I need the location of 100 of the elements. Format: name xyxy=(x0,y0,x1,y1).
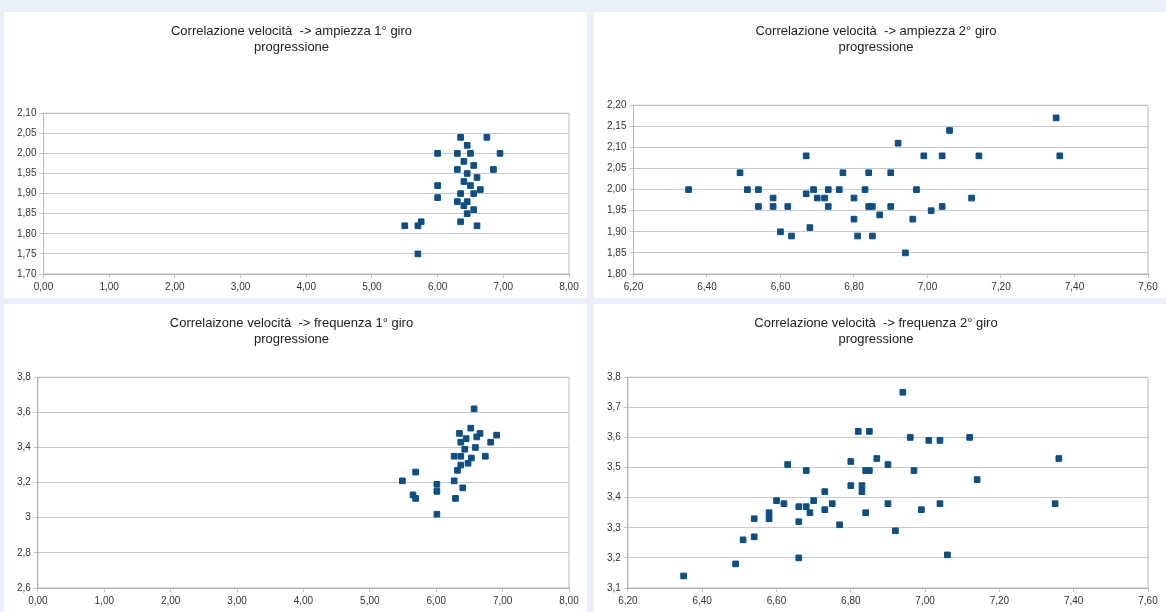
x-tick-label: 7,20 xyxy=(991,280,1012,292)
point xyxy=(493,431,500,439)
x-tick-label: 5,00 xyxy=(362,280,383,292)
point xyxy=(450,452,458,460)
point xyxy=(482,452,489,460)
x-tick-label: 6,20 xyxy=(618,594,639,606)
point xyxy=(765,509,773,517)
point xyxy=(884,500,892,508)
x-tick-label: 6,60 xyxy=(770,280,791,292)
x-tick-label: 6,40 xyxy=(692,594,713,606)
point xyxy=(459,484,467,492)
x-tick-label: 6,00 xyxy=(427,280,448,292)
point xyxy=(966,434,974,441)
point xyxy=(968,194,975,202)
point xyxy=(457,461,465,469)
point xyxy=(470,162,478,169)
y-tick-label: 2,20 xyxy=(606,98,627,110)
y-tick-label: 3,4 xyxy=(607,491,622,503)
point xyxy=(910,467,918,474)
point xyxy=(456,430,463,437)
x-tick-label: 5,00 xyxy=(360,594,381,606)
y-tick-label: 1,90 xyxy=(606,225,627,237)
point xyxy=(401,222,409,230)
y-tick-label: 2,15 xyxy=(606,120,627,132)
point xyxy=(412,468,419,476)
point xyxy=(777,228,784,236)
y-tick-label: 3,6 xyxy=(607,431,622,443)
point xyxy=(496,150,504,157)
x-tick-label: 2,00 xyxy=(160,594,181,606)
point xyxy=(821,506,829,514)
y-tick-label: 3 xyxy=(25,511,32,523)
point xyxy=(810,186,817,193)
point xyxy=(802,152,810,160)
point xyxy=(795,554,803,562)
y-tick-label: 3,6 xyxy=(17,406,32,418)
y-tick-label: 3,8 xyxy=(17,370,32,382)
point xyxy=(460,202,468,209)
x-tick-label: 8,00 xyxy=(559,280,580,292)
point xyxy=(887,169,895,177)
y-tick-label: 3,8 xyxy=(607,370,622,382)
y-tick-label: 3,2 xyxy=(17,476,32,488)
point xyxy=(460,178,468,185)
point xyxy=(836,521,843,529)
point xyxy=(452,495,459,502)
point xyxy=(462,435,470,443)
point xyxy=(784,203,792,210)
point xyxy=(824,186,832,193)
point xyxy=(899,388,907,396)
point xyxy=(457,438,465,446)
point xyxy=(769,203,777,210)
point xyxy=(839,169,847,177)
point xyxy=(920,152,928,160)
point xyxy=(866,428,873,435)
point xyxy=(457,190,464,197)
point xyxy=(780,500,788,508)
x-tick-label: 1,00 xyxy=(99,280,120,292)
point xyxy=(473,222,481,230)
point xyxy=(918,506,925,514)
x-tick-label: 6,00 xyxy=(426,594,447,606)
x-tick-label: 7,60 xyxy=(1138,280,1159,292)
point xyxy=(434,194,441,201)
point xyxy=(938,152,946,160)
y-tick-label: 2,00 xyxy=(606,183,627,195)
x-tick-label: 6,80 xyxy=(844,280,865,292)
point xyxy=(472,444,479,451)
x-tick-label: 7,00 xyxy=(917,280,938,292)
point xyxy=(944,551,951,559)
point xyxy=(973,476,981,483)
y-tick-label: 2,00 xyxy=(16,147,37,159)
point xyxy=(909,215,917,223)
point xyxy=(906,434,914,441)
x-tick-label: 7,40 xyxy=(1064,280,1085,292)
y-tick-label: 3,3 xyxy=(607,521,622,533)
point xyxy=(750,533,758,541)
y-tick-label: 2,10 xyxy=(16,106,37,118)
point xyxy=(470,206,478,214)
y-tick-label: 1,85 xyxy=(606,246,627,258)
point xyxy=(417,218,425,226)
point xyxy=(463,142,471,149)
x-tick-label: 2,00 xyxy=(165,280,186,292)
point xyxy=(865,169,873,177)
y-tick-label: 1,95 xyxy=(606,204,627,216)
point xyxy=(454,150,461,157)
point xyxy=(457,133,464,141)
point xyxy=(473,433,481,441)
point xyxy=(861,186,869,193)
point xyxy=(414,250,422,258)
point xyxy=(412,495,419,502)
point xyxy=(457,452,465,460)
x-tick-label: 7,00 xyxy=(493,280,514,292)
point xyxy=(454,166,461,173)
x-tick-label: 3,00 xyxy=(230,280,251,292)
y-tick-label: 1,80 xyxy=(606,267,627,279)
point xyxy=(975,152,983,160)
y-tick-label: 1,75 xyxy=(16,247,37,259)
point xyxy=(433,488,441,495)
point xyxy=(862,509,869,517)
point xyxy=(680,572,687,580)
point xyxy=(434,150,441,157)
point xyxy=(461,445,469,453)
